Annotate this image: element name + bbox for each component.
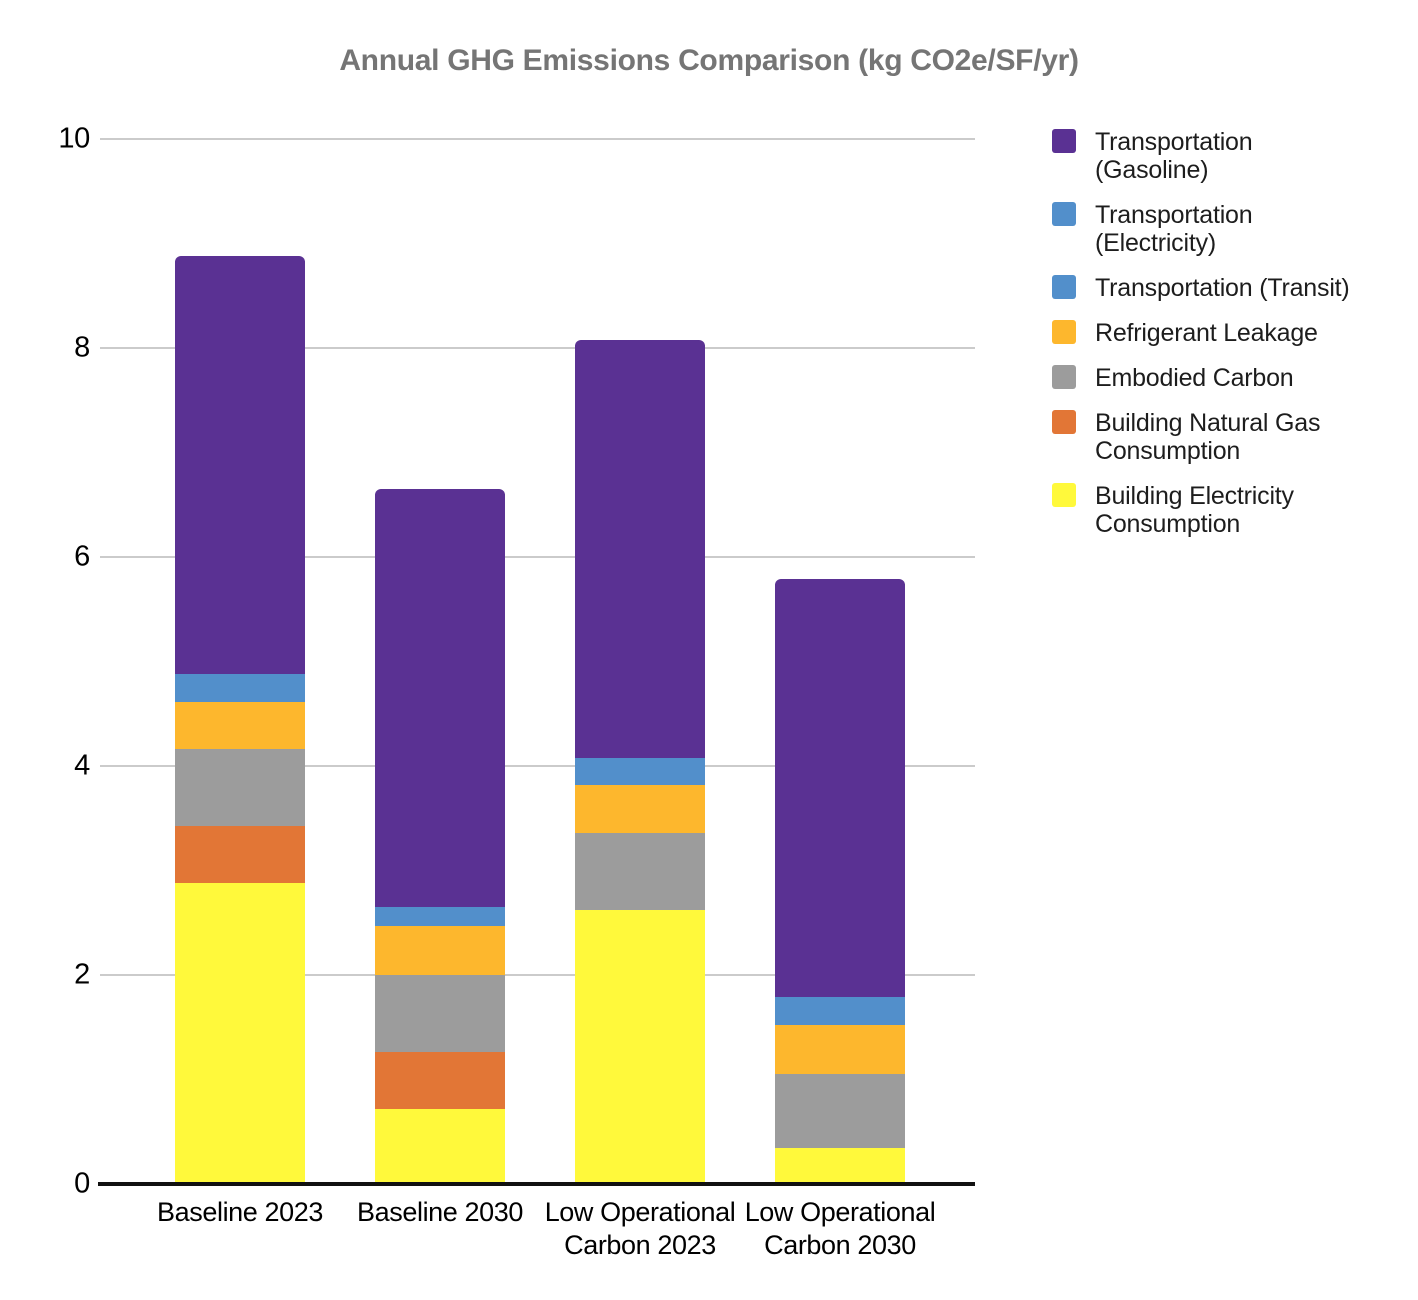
chart-legend: Transportation (Gasoline) Transportation … xyxy=(1052,128,1350,538)
bar-segment xyxy=(775,1074,905,1149)
bar-segment xyxy=(775,1148,905,1184)
legend-swatch xyxy=(1052,365,1076,389)
legend-item: Building Electricity Consumption xyxy=(1052,482,1350,538)
x-axis-category-label: Low Operational Carbon 2023 xyxy=(544,1197,736,1260)
legend-label: Building Natural Gas Consumption xyxy=(1095,409,1321,465)
bar-segment xyxy=(375,1108,505,1184)
chart-title: Annual GHG Emissions Comparison (kg CO2e… xyxy=(339,44,1079,77)
bar-segment xyxy=(575,757,705,785)
x-axis-category-label: Low Operational Carbon 2030 xyxy=(744,1197,936,1260)
legend-label: Transportation (Gasoline) xyxy=(1095,128,1253,184)
bar-segment xyxy=(775,578,905,997)
legend-label: Transportation (Electricity) xyxy=(1095,201,1253,257)
x-axis-line xyxy=(98,1182,975,1186)
bar-segment xyxy=(175,825,305,884)
bar-segment xyxy=(575,910,705,1184)
legend-item: Building Natural Gas Consumption xyxy=(1052,409,1350,465)
bar-segment xyxy=(775,996,905,1026)
legend-label: Refrigerant Leakage xyxy=(1095,319,1318,347)
y-axis-tick-label: 2 xyxy=(74,958,90,991)
y-axis-tick-label: 4 xyxy=(74,749,90,782)
bar-segment xyxy=(375,975,505,1053)
legend-swatch xyxy=(1052,202,1076,226)
gridline-y-10 xyxy=(100,138,975,140)
bar-segment xyxy=(175,749,305,826)
bar-segment xyxy=(175,883,305,1184)
legend-label: Building Electricity Consumption xyxy=(1095,482,1294,538)
bar-segment xyxy=(375,907,505,926)
y-axis-tick-label: 0 xyxy=(74,1167,90,1200)
legend-item: Embodied Carbon xyxy=(1052,364,1350,392)
legend-swatch xyxy=(1052,129,1076,153)
legend-item: Refrigerant Leakage xyxy=(1052,319,1350,347)
bar-segment xyxy=(575,784,705,833)
legend-item: Transportation (Electricity) xyxy=(1052,201,1350,257)
legend-swatch xyxy=(1052,410,1076,434)
bar-segment xyxy=(375,489,505,908)
y-axis-tick-label: 6 xyxy=(74,540,90,573)
x-axis-category-label: Baseline 2030 xyxy=(357,1197,523,1227)
bar-segment xyxy=(175,674,305,703)
bar-segment xyxy=(775,1025,905,1075)
legend-label: Embodied Carbon xyxy=(1095,364,1294,392)
gridline-y-4 xyxy=(100,765,975,767)
bar-segment xyxy=(575,339,705,758)
legend-swatch xyxy=(1052,275,1076,299)
y-axis-tick-label: 8 xyxy=(74,331,90,364)
legend-item: Transportation (Transit) xyxy=(1052,274,1350,302)
y-axis-tick-label: 10 xyxy=(58,122,90,155)
legend-swatch xyxy=(1052,483,1076,507)
legend-item: Transportation (Gasoline) xyxy=(1052,128,1350,184)
gridline-y-8 xyxy=(100,347,975,349)
legend-swatch xyxy=(1052,320,1076,344)
bar-segment xyxy=(175,702,305,750)
bar-segment xyxy=(375,1052,505,1109)
bar-segment xyxy=(375,925,505,975)
bar-segment xyxy=(175,256,305,675)
gridline-y-6 xyxy=(100,556,975,558)
x-axis-category-label: Baseline 2023 xyxy=(157,1197,323,1227)
bar-segment xyxy=(575,832,705,911)
gridline-y-2 xyxy=(100,974,975,976)
legend-label: Transportation (Transit) xyxy=(1095,274,1350,302)
